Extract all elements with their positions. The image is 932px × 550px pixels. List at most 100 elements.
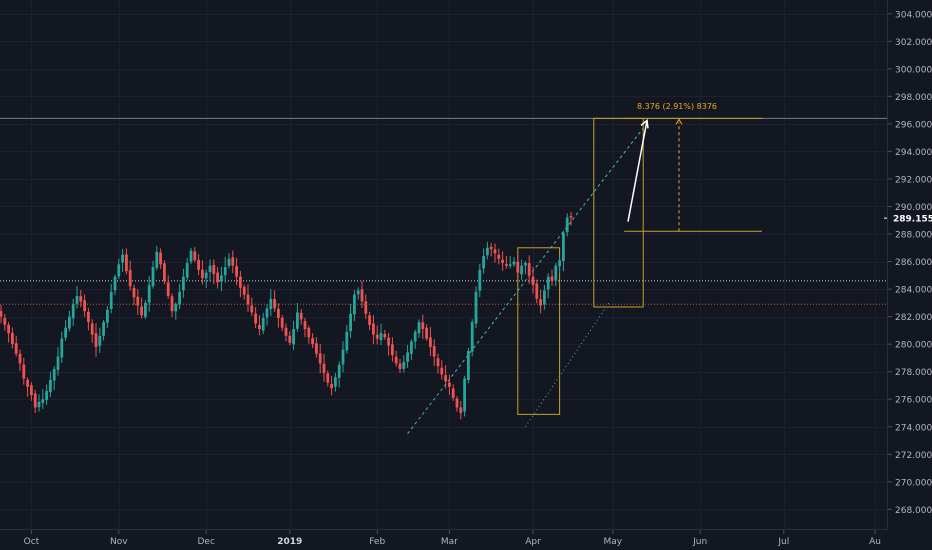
pattern-rectangle-1[interactable] <box>517 247 561 415</box>
x-tick-label: Mar <box>441 537 458 547</box>
candle-body <box>311 338 314 345</box>
drawings[interactable] <box>407 117 762 434</box>
candle-body <box>493 249 497 254</box>
candle <box>26 377 29 397</box>
candle <box>535 279 539 304</box>
candle-body <box>565 217 569 233</box>
candle-body <box>527 263 531 276</box>
candle-body <box>102 322 105 336</box>
y-tick-label: 292.000 <box>895 175 932 185</box>
candle-body <box>292 329 295 345</box>
candle <box>30 382 33 401</box>
candle-body <box>174 304 178 312</box>
y-tick-label: 304.000 <box>895 10 932 20</box>
candle-body <box>261 318 265 331</box>
candle-body <box>109 291 113 310</box>
candle <box>516 253 520 278</box>
candle-body <box>379 333 383 341</box>
candle-body <box>136 296 140 306</box>
y-tick-label: 296.000 <box>895 120 932 130</box>
candle-body <box>280 317 284 328</box>
candle <box>178 283 181 310</box>
projection-arrow-head[interactable] <box>640 118 649 129</box>
candle-body <box>182 276 185 291</box>
candle-body <box>64 327 67 338</box>
channel-lower-line[interactable] <box>524 302 610 428</box>
candle-body <box>185 262 189 278</box>
candle-body <box>421 322 425 330</box>
candle-body <box>508 264 512 266</box>
candle <box>11 327 14 349</box>
candle-body <box>37 401 41 408</box>
candle <box>7 322 10 343</box>
candle <box>482 248 485 274</box>
pattern-rectangle-2[interactable] <box>593 117 644 308</box>
candle-body <box>417 322 421 334</box>
y-tick-label: 276.000 <box>895 396 932 406</box>
candle <box>345 324 349 354</box>
candle <box>33 389 37 414</box>
candle-body <box>482 256 485 269</box>
candle-body <box>197 259 200 270</box>
candle-body <box>106 309 109 323</box>
candle-body <box>554 265 558 281</box>
candle-body <box>440 367 444 375</box>
candle <box>448 374 451 395</box>
candle <box>360 281 364 308</box>
channel-upper-line[interactable] <box>407 127 644 434</box>
candle <box>41 389 45 409</box>
candle-body <box>360 289 364 302</box>
candle <box>71 298 75 326</box>
x-tick-label: Dec <box>197 537 214 547</box>
measure-arrow-head[interactable] <box>675 118 683 125</box>
x-tick-label: Nov <box>110 537 128 547</box>
candle-body <box>79 296 83 302</box>
candle <box>455 395 459 412</box>
candle <box>520 259 523 280</box>
candle <box>109 283 113 314</box>
candle-body <box>394 356 398 364</box>
candle-body <box>7 324 10 334</box>
candle-body <box>299 312 303 320</box>
candle <box>284 323 288 342</box>
candle-body <box>425 327 428 339</box>
candle <box>3 313 7 331</box>
candle <box>37 394 41 412</box>
candle <box>474 286 478 329</box>
candle <box>337 361 341 388</box>
candle <box>387 332 390 356</box>
price-axis[interactable]: 268.000 270.000 272.000 274.000 276.000 278.0… <box>888 10 932 516</box>
candle <box>94 323 98 357</box>
candle <box>417 319 421 338</box>
candle <box>113 274 117 296</box>
y-tick-label: 288.000 <box>895 231 932 241</box>
x-tick-label: Au <box>869 537 881 547</box>
candle-body <box>98 335 102 346</box>
candle <box>349 303 352 339</box>
candle-body <box>334 377 337 387</box>
candle <box>277 303 280 328</box>
projection-arrow[interactable] <box>627 120 648 222</box>
candle-body <box>227 258 231 266</box>
candle-body <box>170 296 174 312</box>
candle <box>220 266 223 292</box>
candle-body <box>231 257 235 266</box>
candle <box>258 315 261 336</box>
candle <box>299 308 303 325</box>
candle <box>208 259 212 282</box>
candle <box>90 319 94 343</box>
candle <box>102 319 105 341</box>
candle <box>546 273 550 299</box>
time-axis[interactable]: Oct Nov Dec 2019 Feb Mar Apr May Jun Jul Au <box>24 530 881 547</box>
candle <box>493 243 497 263</box>
candle <box>265 304 269 326</box>
candle-body <box>398 363 402 369</box>
candle-body <box>140 306 143 316</box>
x-tick-label: Jun <box>692 537 707 547</box>
candle-body <box>60 338 64 358</box>
candle-body <box>151 267 155 287</box>
candle-body <box>41 399 45 404</box>
candle-body <box>56 356 60 370</box>
candle-body <box>550 276 554 281</box>
